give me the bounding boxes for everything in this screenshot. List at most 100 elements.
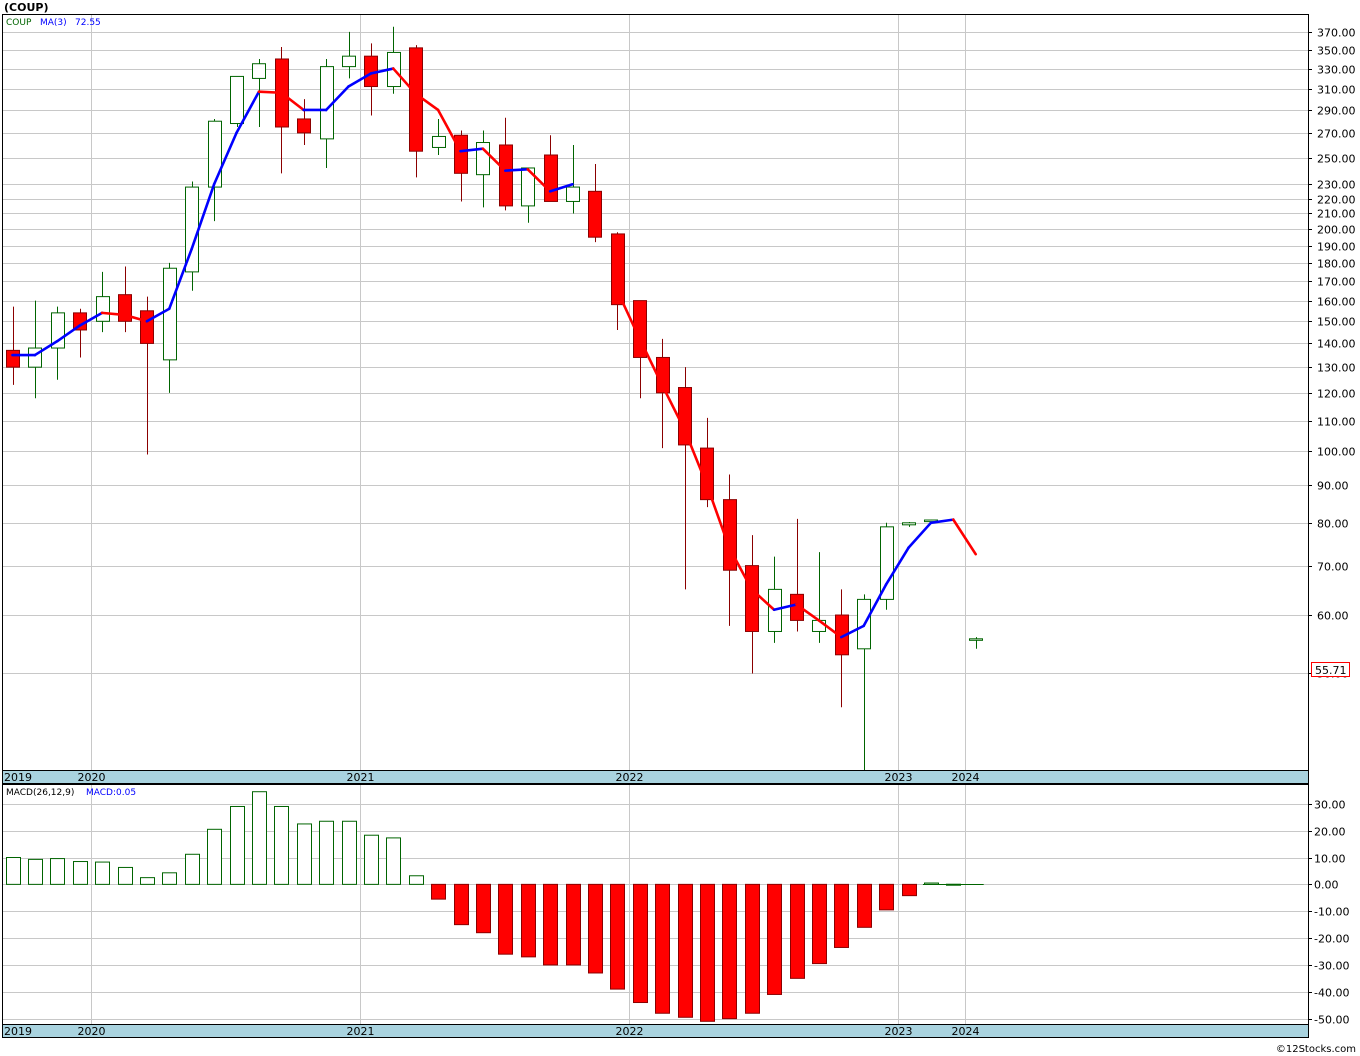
candle-body — [96, 296, 110, 322]
ma3-segment — [951, 518, 978, 556]
macd-tick-label: -50.00 — [1314, 1014, 1349, 1027]
ma3-segment — [257, 90, 283, 95]
price-tick-label: 130.00 — [1317, 362, 1356, 375]
candle-body — [880, 526, 894, 600]
macd-bar — [50, 858, 65, 885]
candle — [163, 262, 177, 393]
ma3-segment — [145, 307, 171, 323]
macd-bar — [364, 834, 379, 885]
price-year-label: 2021 — [347, 771, 375, 784]
ma3-segment — [369, 67, 395, 75]
candle-body — [6, 349, 20, 368]
ma3-segment — [459, 147, 485, 153]
ma3-segment — [100, 311, 126, 317]
macd-tick-label: 10.00 — [1314, 853, 1346, 866]
price-tick-label: 270.00 — [1317, 128, 1356, 141]
price-year-label: 2023 — [885, 771, 913, 784]
ma3-segment — [727, 546, 754, 591]
macd-legend-label: MACD(26,12,9) — [6, 788, 74, 798]
price-tick-label: 230.00 — [1317, 179, 1356, 192]
price-tick-label: 200.00 — [1317, 224, 1356, 237]
price-tick-label: 110.00 — [1317, 416, 1356, 429]
macd-bar — [745, 883, 760, 1014]
candle-body — [700, 447, 714, 501]
macd-bar — [118, 866, 133, 885]
macd-bar — [521, 883, 536, 958]
candle-body — [140, 310, 154, 344]
price-tick-label: 310.00 — [1317, 84, 1356, 97]
ma3-segment — [839, 624, 866, 639]
price-tick-label: 60.00 — [1317, 610, 1349, 623]
macd-year-label: 2019 — [4, 1025, 32, 1038]
macd-bar — [431, 883, 446, 900]
candle-body — [588, 190, 602, 238]
macd-year-label: 2023 — [885, 1025, 913, 1038]
ma3-segment — [347, 72, 373, 88]
macd-bar — [588, 883, 603, 974]
ma3-segment — [817, 619, 843, 639]
price-y-axis: 50.0060.0070.0080.0090.00100.00110.00120… — [1308, 27, 1356, 681]
macd-bar — [767, 883, 782, 995]
candle — [611, 232, 625, 330]
price-tick-label: 330.00 — [1317, 64, 1356, 77]
ma3-segment — [324, 85, 350, 112]
candle-body — [790, 593, 804, 621]
price-legend-ma-value: 72.55 — [75, 18, 101, 28]
price-legend-symbol: COUP — [6, 18, 32, 28]
candle-body — [454, 134, 468, 174]
macd-bar — [319, 820, 334, 885]
ma3-segment — [638, 337, 664, 387]
candle — [499, 117, 513, 211]
macd-bar — [162, 872, 177, 885]
candle — [6, 306, 20, 385]
price-legend-ma-label: MA(3) — [40, 18, 67, 28]
price-tick-label: 180.00 — [1317, 258, 1356, 271]
price-tick-label: 120.00 — [1317, 388, 1356, 401]
macd-bar — [700, 883, 715, 1022]
candle — [790, 518, 804, 632]
price-tick-label: 80.00 — [1317, 518, 1349, 531]
ma3-segment — [526, 168, 552, 193]
macd-bars — [6, 791, 984, 1022]
ma3-segment — [615, 289, 642, 341]
ma3-segment — [235, 90, 261, 135]
price-tick-label: 90.00 — [1317, 480, 1349, 493]
ma3-segment — [55, 324, 81, 343]
price-tick-label: 370.00 — [1317, 27, 1356, 40]
candle-body — [521, 167, 535, 207]
ma3-segment — [33, 339, 59, 357]
last-price-box — [1311, 662, 1350, 677]
macd-bar — [386, 837, 401, 885]
macd-bar — [409, 875, 424, 885]
candle-body — [230, 75, 244, 125]
macd-bar — [73, 861, 88, 885]
macd-bar — [274, 805, 289, 885]
ma3-segment — [123, 313, 149, 323]
macd-bar — [722, 883, 737, 1020]
macd-tick-label: 0.00 — [1314, 879, 1339, 892]
price-tick-label: 290.00 — [1317, 105, 1356, 118]
candle-body — [499, 144, 513, 207]
macd-bar — [879, 883, 894, 911]
macd-bar — [28, 858, 43, 885]
candle-body — [544, 154, 558, 202]
ma3-segment — [750, 588, 776, 612]
candle-body — [476, 142, 490, 176]
candle-body — [566, 186, 580, 202]
candle-body — [163, 267, 177, 361]
price-year-label: 2020 — [78, 771, 106, 784]
macd-bar — [790, 883, 805, 979]
candle — [902, 522, 916, 527]
macd-bar — [342, 820, 357, 885]
last-price-label: 55.71 — [1315, 664, 1347, 677]
ma3-segment — [168, 247, 193, 311]
price-tick-label: 140.00 — [1317, 338, 1356, 351]
macd-bar — [812, 883, 827, 965]
macd-bar — [297, 823, 312, 885]
ma3-segment — [190, 182, 216, 251]
candle-body — [745, 565, 759, 632]
candle — [880, 522, 894, 610]
ma3-segment — [862, 583, 888, 628]
macd-year-label: 2022 — [616, 1025, 644, 1038]
